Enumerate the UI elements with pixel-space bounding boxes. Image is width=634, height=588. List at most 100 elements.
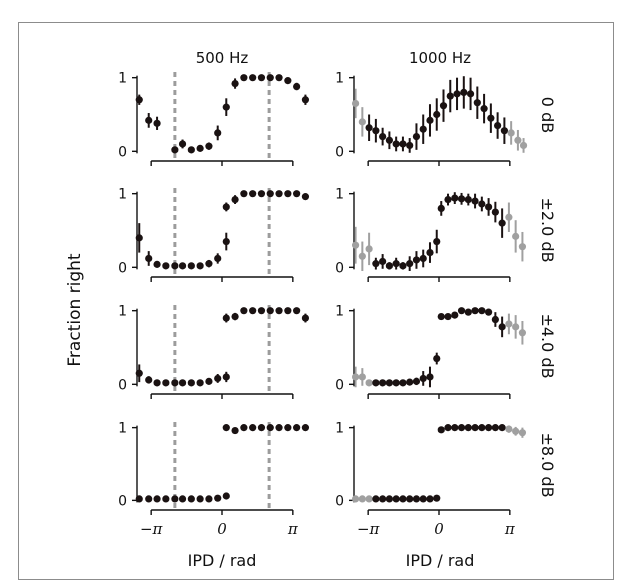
data-point: [145, 116, 153, 124]
data-point: [392, 140, 400, 148]
y-tick-label: 1: [118, 187, 127, 203]
figure-frame: [18, 22, 614, 580]
row-label-4db: ±4.0 dB: [538, 313, 557, 378]
data-point: [444, 195, 452, 204]
data-point: [275, 424, 283, 432]
row-label-8db: ±8.0 dB: [538, 432, 557, 497]
data-point: [231, 312, 239, 321]
data-point: [135, 96, 143, 104]
panel-r1-c0: 01: [118, 187, 310, 282]
data-point: [153, 379, 161, 387]
data-point: [187, 262, 195, 270]
data-point: [187, 146, 195, 154]
data-point: [426, 373, 434, 381]
data-point: [518, 329, 527, 337]
data-point: [412, 377, 421, 385]
data-point: [284, 77, 292, 85]
data-point: [498, 424, 506, 432]
data-point: [275, 74, 283, 82]
data-point: [457, 195, 466, 203]
data-point: [171, 146, 179, 154]
data-point: [419, 125, 427, 133]
panel-r3-c0: 0 1 −π 0 π: [118, 421, 310, 538]
x-tick-label: 0: [217, 520, 227, 538]
data-point: [205, 495, 213, 503]
data-point: [464, 308, 472, 316]
data-point: [512, 427, 520, 435]
data-point: [464, 424, 472, 432]
data-point: [485, 203, 493, 211]
data-point: [500, 127, 508, 135]
data-point: [460, 88, 468, 97]
data-point: [372, 495, 380, 503]
panel-r1-c1: 01: [335, 187, 527, 282]
data-point: [153, 119, 161, 127]
data-point: [385, 262, 393, 270]
data-point: [433, 237, 441, 246]
data-point: [372, 260, 380, 268]
data-point: [293, 82, 301, 91]
data-point: [222, 492, 230, 500]
x-axis-label-left: IPD / rad: [188, 551, 257, 570]
y-tick-label: 0: [118, 377, 127, 393]
data-point: [358, 252, 366, 260]
data-point: [365, 379, 373, 387]
y-tick-label: 0: [335, 260, 344, 276]
data-point: [453, 90, 461, 98]
panel-r2-c0: 01: [118, 304, 310, 399]
data-point: [498, 219, 506, 227]
data-point: [485, 308, 493, 316]
data-point: [249, 307, 257, 315]
data-point: [480, 105, 488, 113]
data-point: [505, 320, 513, 328]
data-point: [214, 494, 222, 502]
data-point: [284, 190, 292, 198]
data-point: [478, 424, 486, 432]
data-point: [471, 307, 479, 315]
data-point: [519, 141, 528, 150]
data-point: [491, 424, 499, 432]
data-point: [419, 254, 427, 263]
data-point: [446, 92, 454, 100]
data-point: [162, 379, 170, 387]
data-point: [379, 257, 387, 266]
data-point: [187, 379, 195, 387]
data-point: [214, 254, 222, 263]
data-point: [412, 256, 421, 264]
y-tick-label: 0: [118, 493, 127, 509]
data-point: [406, 260, 414, 268]
data-point: [372, 379, 380, 387]
data-point: [135, 495, 143, 503]
data-point: [451, 311, 459, 319]
data-point: [392, 379, 400, 387]
data-point: [178, 262, 187, 270]
data-point: [379, 495, 387, 503]
data-point: [372, 127, 380, 135]
data-point: [451, 424, 459, 432]
data-point: [249, 74, 257, 82]
x-tick-label: π: [504, 520, 516, 538]
data-point: [266, 424, 274, 432]
data-point: [351, 99, 360, 108]
y-tick-label: 0: [118, 144, 127, 160]
data-point: [385, 136, 393, 144]
data-point: [433, 354, 441, 363]
data-point: [205, 377, 213, 385]
data-point: [451, 194, 459, 202]
data-point: [171, 495, 179, 503]
data-point: [222, 424, 230, 432]
data-point: [301, 314, 310, 322]
data-point: [399, 140, 407, 148]
data-point: [351, 373, 360, 381]
data-point: [145, 254, 153, 263]
data-point: [365, 124, 373, 132]
data-point: [284, 424, 292, 432]
data-point: [222, 314, 230, 322]
data-point: [478, 307, 486, 315]
data-point: [275, 307, 283, 315]
data-point: [293, 190, 301, 198]
data-point: [293, 424, 301, 432]
data-point: [240, 74, 248, 82]
